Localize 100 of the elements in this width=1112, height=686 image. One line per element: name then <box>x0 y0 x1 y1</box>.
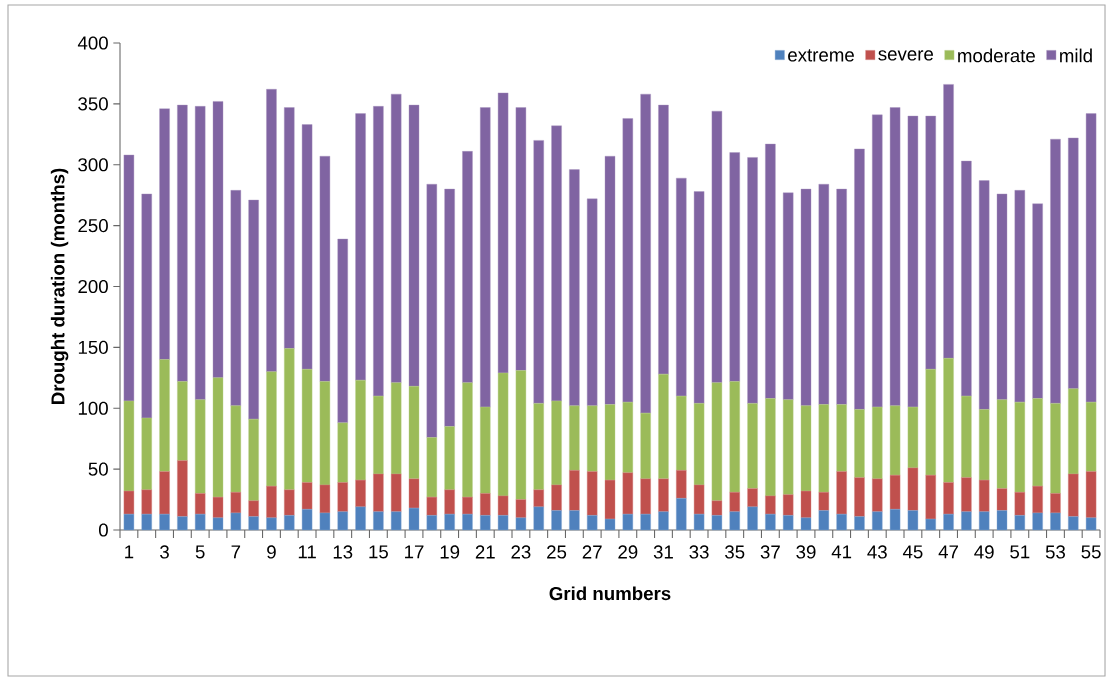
bar <box>1050 403 1061 494</box>
bar <box>765 398 776 497</box>
bar <box>266 89 277 372</box>
bar <box>337 511 348 531</box>
bar <box>301 369 313 483</box>
bar <box>569 470 580 511</box>
legend-label: mild <box>1060 48 1092 63</box>
bar <box>943 513 954 531</box>
bar <box>408 507 420 531</box>
x-tick-label: 27 <box>582 545 602 559</box>
bar <box>337 238 348 424</box>
bar <box>177 516 188 531</box>
bar <box>907 115 919 408</box>
bar <box>676 470 687 499</box>
bar <box>765 143 776 399</box>
bar <box>925 369 936 476</box>
bar <box>266 485 277 519</box>
bar <box>729 492 740 512</box>
bar <box>284 515 295 531</box>
bar <box>943 84 954 359</box>
bar <box>480 493 491 516</box>
y-tick-label: 250 <box>78 219 108 233</box>
bar <box>907 510 919 531</box>
bar <box>141 489 152 515</box>
bar <box>230 190 242 407</box>
bar <box>301 124 313 370</box>
bar <box>194 513 206 531</box>
bar <box>640 93 651 414</box>
bar <box>266 517 277 531</box>
bar <box>747 506 758 531</box>
bar <box>408 386 420 480</box>
bar <box>497 495 509 516</box>
legend-label: extreme <box>788 49 854 62</box>
bar <box>711 110 723 383</box>
bar <box>533 506 544 531</box>
bar <box>800 517 812 531</box>
bar <box>390 93 402 383</box>
bar <box>872 478 883 512</box>
x-tick-label: 25 <box>547 545 567 559</box>
bar <box>658 373 669 480</box>
bar <box>1032 398 1043 487</box>
bar <box>1068 473 1079 517</box>
x-tick-label: 55 <box>1081 545 1101 559</box>
bar <box>1032 485 1043 514</box>
x-tick-label: 21 <box>475 545 495 559</box>
bar <box>141 417 152 491</box>
bar <box>622 401 634 473</box>
bar <box>872 511 883 531</box>
bar <box>212 101 224 379</box>
bar <box>604 156 616 405</box>
bar <box>961 160 972 397</box>
bar <box>230 492 242 514</box>
bar <box>978 409 990 481</box>
bar <box>515 499 527 519</box>
bar <box>711 515 723 531</box>
x-tick-label: 3 <box>160 545 169 559</box>
bar <box>978 511 990 531</box>
bar <box>907 406 919 469</box>
bar <box>444 489 455 515</box>
bar <box>212 377 224 498</box>
bar <box>123 513 135 531</box>
bar <box>800 405 812 492</box>
bar <box>729 381 740 493</box>
bar <box>194 399 206 494</box>
bar <box>889 509 901 531</box>
bar <box>765 495 776 515</box>
bar <box>640 412 651 480</box>
x-tick-label: 19 <box>440 545 460 559</box>
bar <box>515 517 527 531</box>
bar <box>747 403 758 489</box>
bar <box>1032 512 1043 531</box>
bar <box>569 405 580 471</box>
bar <box>426 437 438 498</box>
bar <box>854 148 865 410</box>
bar <box>390 511 402 531</box>
bar <box>1014 515 1026 531</box>
bar <box>586 515 598 531</box>
bar <box>1050 138 1061 404</box>
bar <box>818 184 830 405</box>
x-tick-label: 37 <box>760 545 780 559</box>
x-tick-label: 51 <box>1010 545 1030 559</box>
bar <box>872 114 883 408</box>
bar <box>800 490 812 519</box>
bar <box>462 496 473 515</box>
bar <box>818 404 830 493</box>
bar <box>640 513 651 531</box>
bar <box>123 400 135 492</box>
bar <box>836 188 847 405</box>
bar <box>159 513 170 531</box>
bar <box>248 516 259 531</box>
x-tick-label: 7 <box>231 545 241 559</box>
bar <box>480 515 491 531</box>
bar <box>533 140 544 404</box>
bar <box>604 479 616 520</box>
x-tick-label: 41 <box>831 545 852 559</box>
bar <box>925 518 936 531</box>
bar <box>676 498 687 531</box>
bar <box>1085 113 1097 403</box>
bar <box>551 484 562 511</box>
bar <box>462 382 473 498</box>
